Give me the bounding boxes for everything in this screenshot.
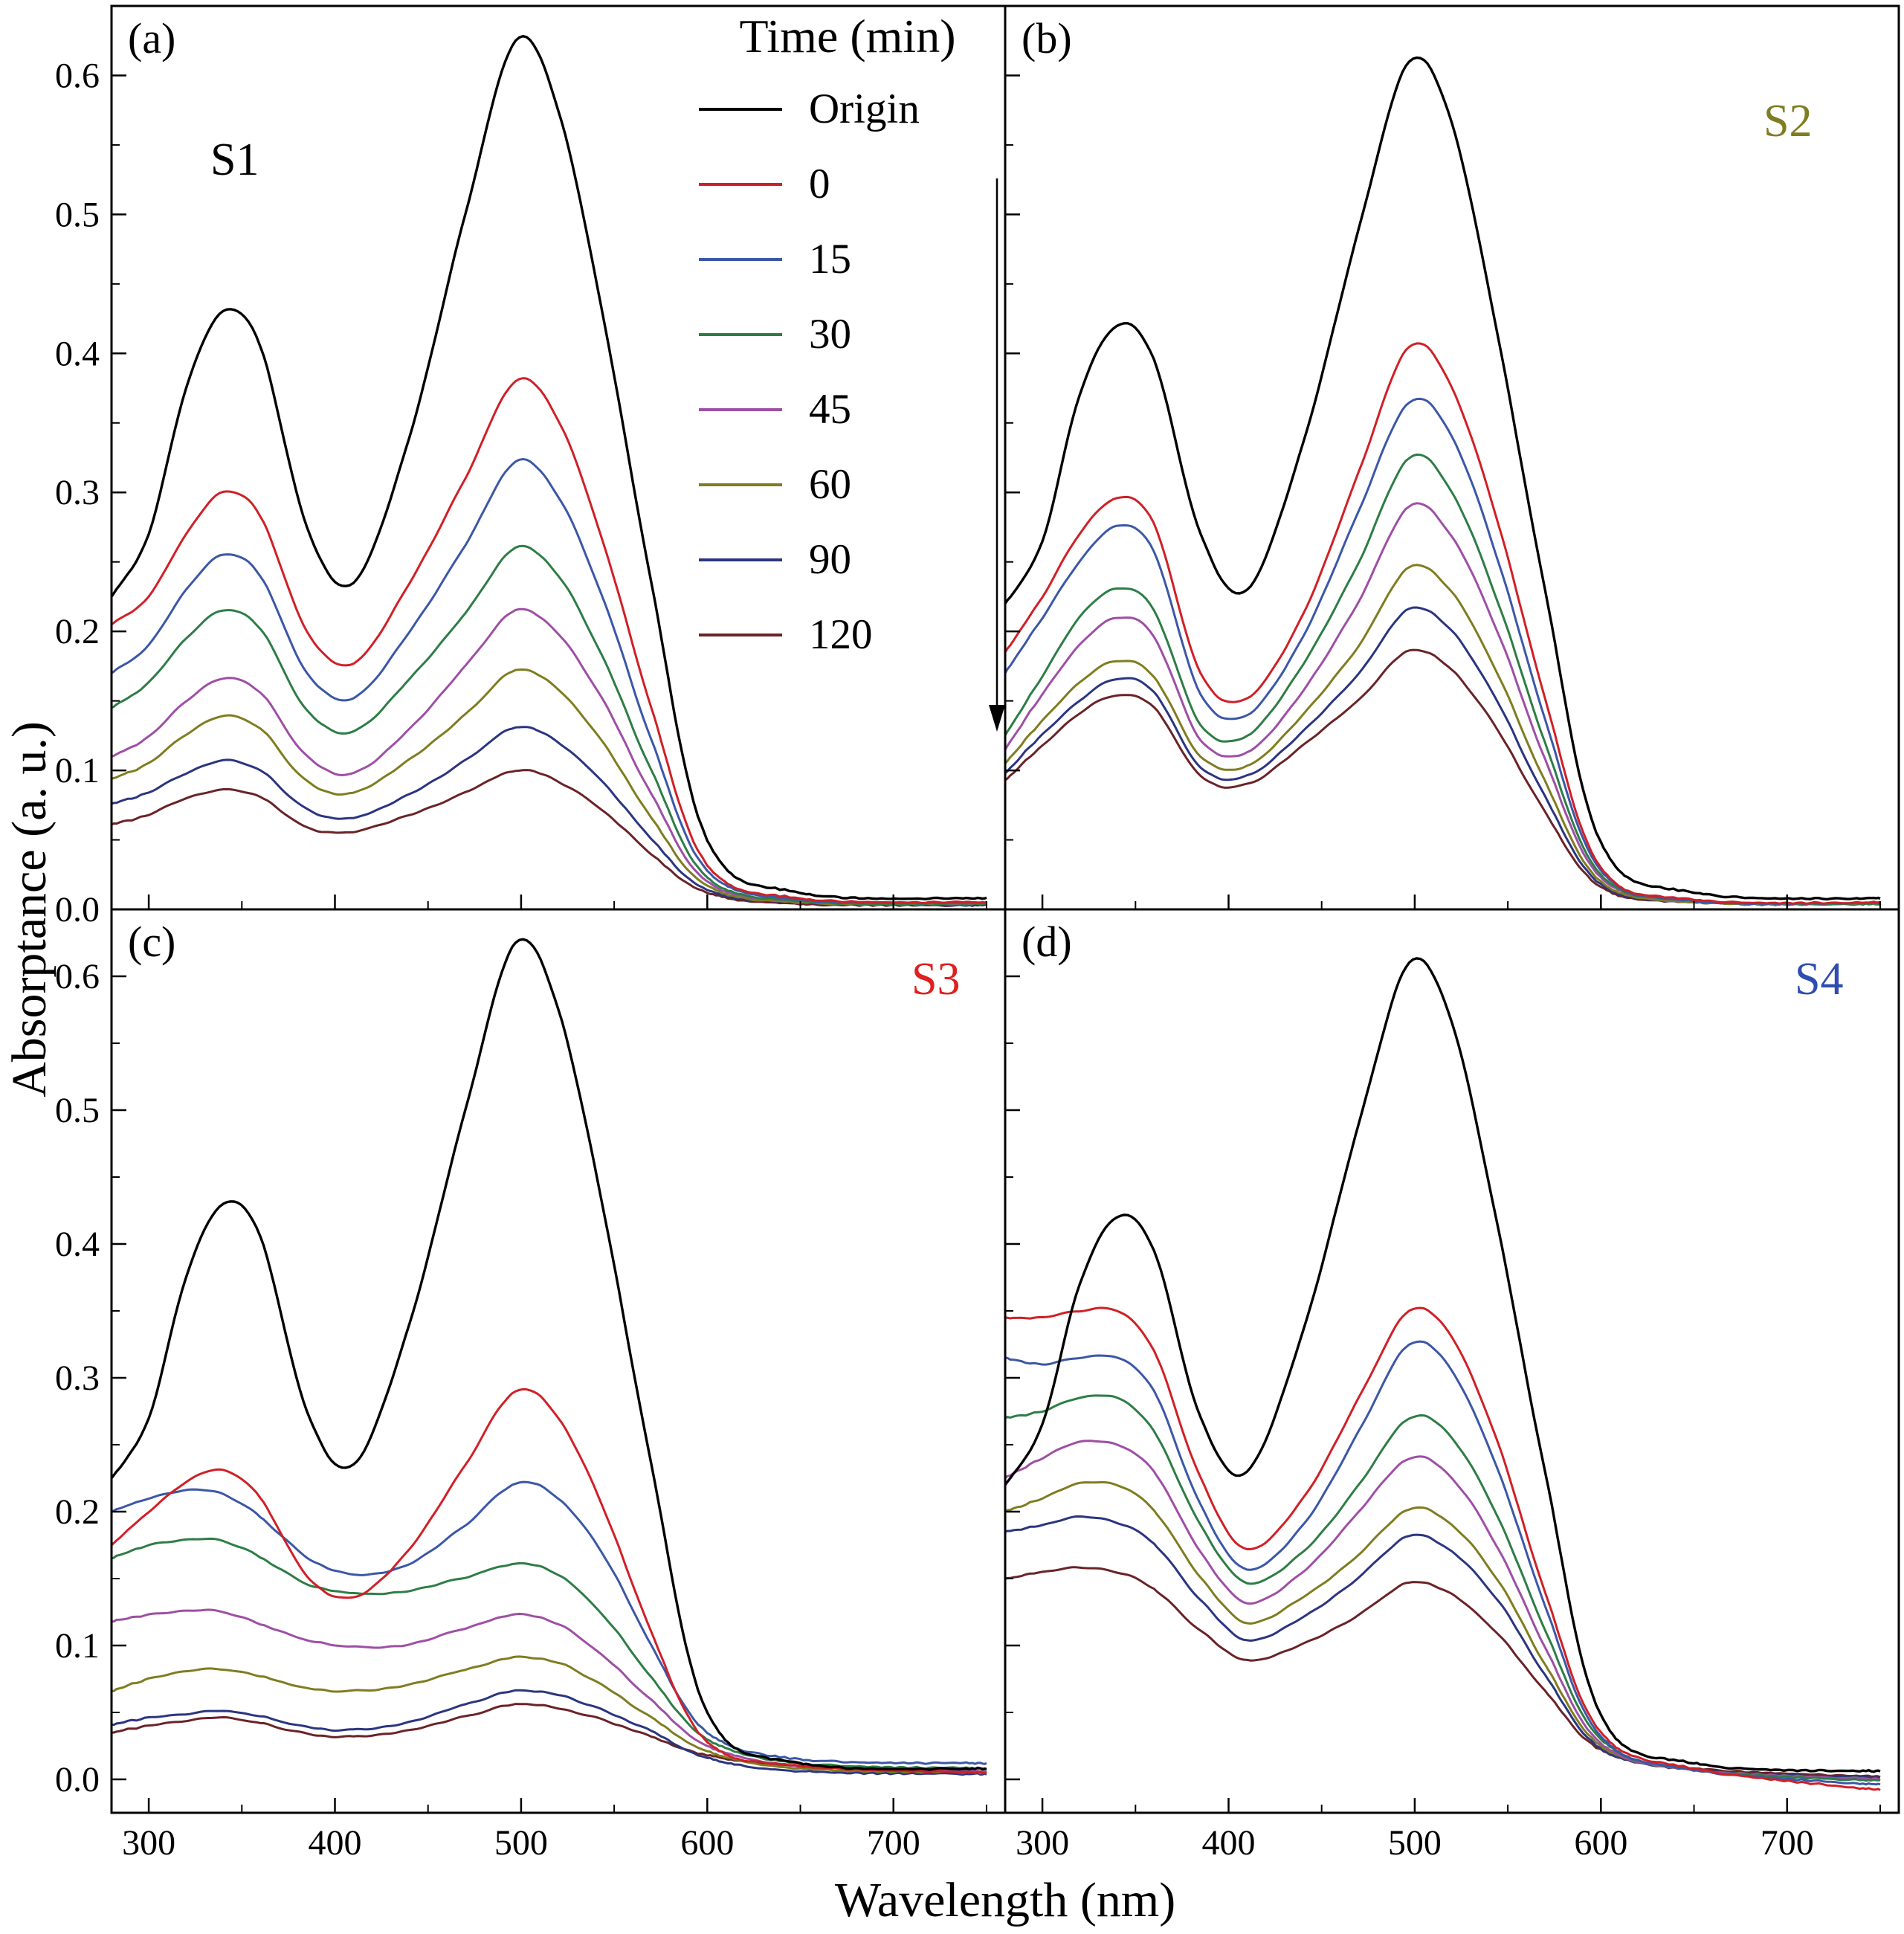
legend-item-Origin: Origin (690, 71, 1005, 146)
x-tick-label: 500 (1388, 1823, 1442, 1863)
spectrum-curve-S2-60 (1005, 564, 1881, 906)
legend-item-90: 90 (690, 522, 1005, 597)
panel-label-b: (b) (1022, 14, 1072, 62)
legend-item-label: Origin (809, 86, 920, 132)
panel-curves-S1 (112, 34, 987, 907)
sample-label-s3: S3 (911, 954, 961, 1005)
y-tick-label: 0.0 (55, 890, 100, 929)
y-tick-label: 0.4 (55, 334, 100, 373)
y-tick-label: 0.3 (55, 473, 100, 512)
x-tick-label: 300 (1016, 1823, 1069, 1863)
legend-item-15: 15 (690, 222, 1005, 297)
y-tick-label: 0.0 (55, 1760, 100, 1799)
spectrum-curve-S4-60 (1005, 1480, 1881, 1782)
sample-label-s2: S2 (1763, 96, 1813, 146)
spectrum-curve-S4-90 (1005, 1515, 1881, 1780)
legend-item-0: 0 (690, 146, 1005, 222)
panel-label-d: (d) (1022, 918, 1072, 966)
legend-item-60: 60 (690, 447, 1005, 522)
x-tick-label: 700 (1761, 1823, 1814, 1863)
legend-item-label: 30 (809, 311, 851, 358)
spectrum-curve-S1-90 (112, 726, 987, 907)
spectrum-curve-S1-0 (112, 377, 987, 904)
y-tick-label: 0.2 (55, 612, 100, 651)
y-tick-label: 0.1 (55, 751, 100, 790)
legend-line-swatch (699, 407, 782, 411)
y-tick-label: 0.2 (55, 1492, 100, 1532)
spectrum-curve-S4-120 (1005, 1566, 1881, 1779)
spectrum-curve-S4-15 (1005, 1340, 1881, 1786)
legend-line-swatch (699, 633, 782, 636)
x-tick-label: 600 (1574, 1823, 1627, 1863)
spectrum-curve-S2-90 (1005, 606, 1881, 906)
spectrum-curve-S4-45 (1005, 1440, 1881, 1781)
legend-line-swatch (699, 558, 782, 561)
spectrum-curve-S3-0 (112, 1387, 987, 1775)
legend-item-30: 30 (690, 297, 1005, 372)
legend-item-label: 120 (809, 611, 873, 658)
legend-line-swatch (699, 182, 782, 186)
x-axis-title: Wavelength (nm) (834, 1873, 1176, 1927)
spectrum-curve-S2-45 (1005, 502, 1881, 906)
spectrum-curve-S3-60 (112, 1655, 987, 1775)
legend-line-swatch (699, 483, 782, 486)
legend-item-label: 15 (809, 236, 851, 283)
spectrum-curve-S3-15 (112, 1480, 987, 1765)
panel-frame (110, 908, 1007, 1814)
spectrum-curve-S1-Origin (112, 34, 987, 900)
sample-label-s4: S4 (1795, 954, 1844, 1005)
panel-curves-S2 (1005, 56, 1881, 906)
legend-item-120: 120 (690, 597, 1005, 672)
legend-item-label: 0 (809, 161, 830, 207)
legend-line-swatch (699, 257, 782, 261)
spectrum-curve-S1-30 (112, 544, 987, 906)
legend-item-label: 60 (809, 461, 851, 508)
spectrum-curve-S1-60 (112, 668, 987, 906)
panel-curves-S4 (1005, 957, 1881, 1791)
x-tick-label: 300 (122, 1823, 175, 1863)
legend-title: Time (min) (739, 10, 956, 62)
spectrum-curve-S4-Origin (1005, 957, 1881, 1773)
x-tick-label: 400 (1202, 1823, 1256, 1863)
x-tick-label: 700 (867, 1823, 920, 1863)
legend-line-swatch (699, 332, 782, 336)
y-tick-label: 0.4 (55, 1225, 100, 1264)
y-tick-label: 0.6 (55, 56, 100, 95)
y-tick-label: 0.5 (55, 1091, 100, 1130)
x-tick-label: 600 (680, 1823, 734, 1863)
legend-rows: Origin 0 15 30 45 60 90 120 (690, 71, 1005, 672)
spectrum-curve-S3-Origin (112, 938, 987, 1771)
x-tick-label: 400 (309, 1823, 362, 1863)
spectrum-curve-S2-15 (1005, 397, 1881, 906)
legend: Time (min) Origin 0 15 30 45 60 90 120 (690, 9, 1005, 732)
y-tick-label: 0.3 (55, 1358, 100, 1398)
panel-curves-S3 (112, 938, 987, 1776)
spectrum-curve-S3-45 (112, 1608, 987, 1773)
y-tick-label: 0.5 (55, 195, 100, 234)
spectrum-curve-S3-90 (112, 1689, 987, 1776)
sample-label-s1: S1 (210, 135, 259, 185)
y-tick-label: 0.6 (55, 957, 100, 996)
spectrum-curve-S2-0 (1005, 342, 1881, 905)
spectrum-curve-S2-Origin (1005, 56, 1881, 901)
spectrum-curve-S4-0 (1005, 1306, 1881, 1791)
panel-frame (1004, 908, 1900, 1814)
time-direction-arrow-icon (989, 178, 1005, 732)
legend-item-45: 45 (690, 372, 1005, 447)
x-tick-label: 500 (494, 1823, 548, 1863)
panel-label-c: (c) (128, 918, 176, 966)
legend-item-label: 90 (809, 536, 851, 583)
spectrum-curve-S3-30 (112, 1537, 987, 1771)
spectrum-curve-S1-120 (112, 769, 987, 907)
legend-line-swatch (699, 107, 782, 111)
y-tick-label: 0.1 (55, 1626, 100, 1666)
legend-item-label: 45 (809, 386, 851, 433)
panel-label-a: (a) (128, 14, 176, 62)
spectrum-curve-S2-120 (1005, 648, 1881, 906)
spectrum-curve-S1-15 (112, 457, 987, 905)
y-axis-title: Absorptance (a. u.) (2, 721, 57, 1097)
